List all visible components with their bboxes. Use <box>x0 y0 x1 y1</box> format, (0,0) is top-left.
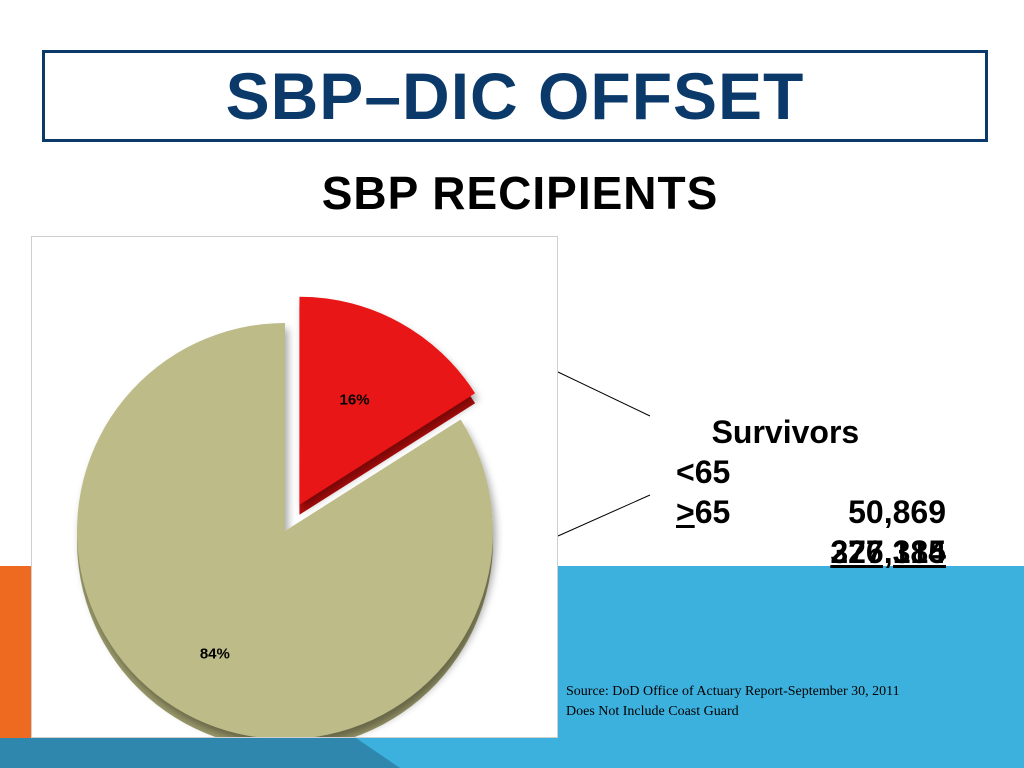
survivors-table: Survivors <65 50,869 >65 276,315 327,184 <box>676 372 946 570</box>
pie-chart-panel: 16% 84% <box>31 236 558 738</box>
slide-subtitle: SBP RECIPIENTS <box>321 167 719 219</box>
survivors-total-row: 327,184 <box>676 492 946 570</box>
pie-chart: 16% 84% <box>77 296 493 737</box>
survivors-row: >65 276,315 <box>676 452 946 570</box>
row-age: 65 <box>694 494 731 530</box>
slide-title: SBP–DIC OFFSET <box>225 59 805 133</box>
connector-line-top <box>557 371 651 417</box>
survivors-total: 327,184 <box>830 534 946 570</box>
source-note: Source: DoD Office of Actuary Report-Sep… <box>566 682 900 722</box>
pie-slice-label: 84% <box>200 646 230 663</box>
blue-band-dark <box>0 738 400 768</box>
survivors-row-label: <65 <box>676 452 730 492</box>
title-box: SBP–DIC OFFSET <box>42 50 988 142</box>
row-prefix: < <box>676 454 695 490</box>
survivors-heading-row: Survivors <box>676 372 860 450</box>
survivors-row-value: 50,869 <box>848 494 946 530</box>
source-line-2: Does Not Include Coast Guard <box>566 704 739 719</box>
survivors-row-label: >65 <box>676 492 730 532</box>
survivors-row: <65 50,869 <box>676 412 946 530</box>
connector-line-bottom <box>557 494 651 537</box>
survivors-heading: Survivors <box>711 414 860 450</box>
row-age: 65 <box>694 454 731 490</box>
pie-slice-label: 16% <box>340 391 370 408</box>
pie-slice <box>299 296 476 505</box>
row-prefix: > <box>676 494 695 530</box>
survivors-row-value: 276,315 <box>830 534 946 570</box>
pie-slice <box>77 323 493 737</box>
source-line-1: Source: DoD Office of Actuary Report-Sep… <box>566 684 900 699</box>
